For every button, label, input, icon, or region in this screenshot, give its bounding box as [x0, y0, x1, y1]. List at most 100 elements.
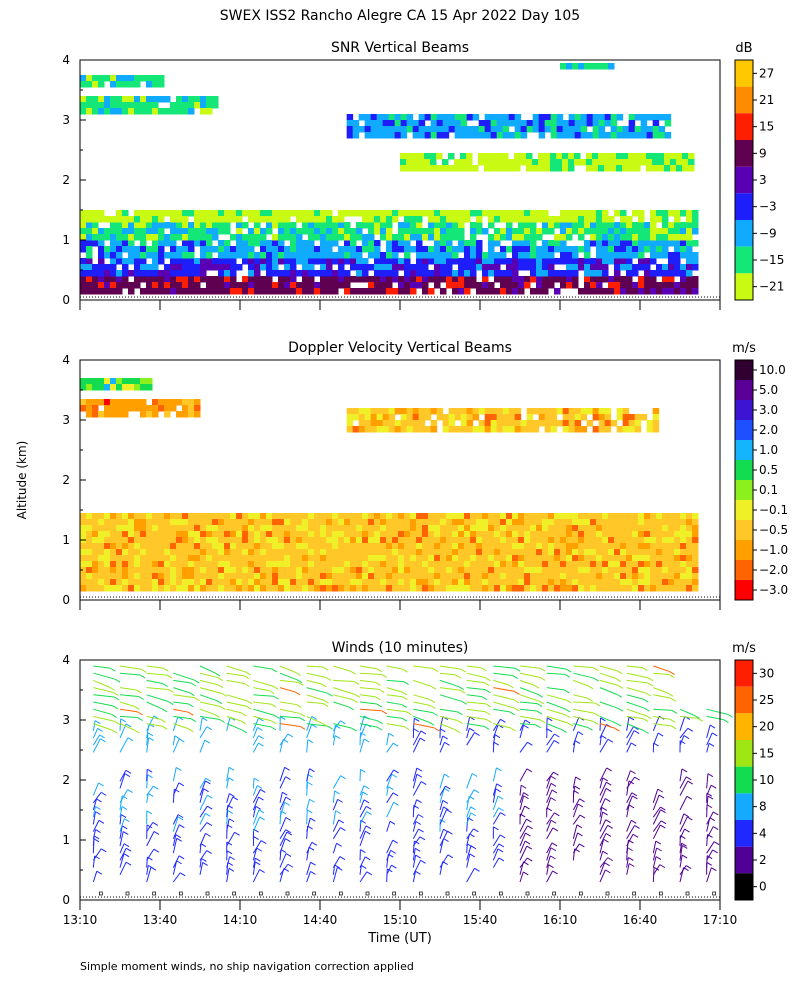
field-cell	[406, 420, 414, 427]
field-cell	[662, 264, 669, 271]
field-cell	[506, 276, 513, 283]
wind-barb	[386, 715, 402, 719]
field-cell	[346, 132, 354, 139]
field-cell	[158, 240, 165, 247]
field-cell	[284, 567, 291, 574]
wind-barb	[146, 672, 168, 676]
field-cell	[224, 282, 231, 289]
field-cell	[572, 264, 579, 271]
field-cell	[308, 579, 315, 586]
field-cell	[218, 246, 225, 253]
wind-barb	[359, 811, 368, 825]
field-cell	[464, 282, 471, 289]
field-cell	[544, 408, 552, 415]
field-cell	[584, 210, 591, 217]
wind-barb	[226, 777, 230, 789]
wind-barb	[412, 781, 422, 796]
wind-barb-flag	[381, 710, 388, 715]
field-cell	[656, 234, 663, 241]
field-cell	[650, 531, 657, 538]
wind-barb-flag	[387, 868, 393, 873]
field-cell	[158, 519, 165, 526]
field-cell	[134, 561, 141, 568]
field-cell	[460, 420, 468, 427]
field-cell	[194, 543, 201, 550]
field-cell	[674, 579, 681, 586]
wind-barb-flag	[350, 670, 356, 675]
field-cell	[362, 573, 369, 580]
field-cell	[194, 288, 201, 295]
field-cell	[626, 240, 633, 247]
field-cell	[266, 525, 273, 532]
field-cell	[98, 531, 105, 538]
field-cell	[440, 549, 447, 556]
field-cell	[536, 264, 543, 271]
wind-barb-flag	[577, 832, 583, 837]
wind-barb-flag	[433, 727, 440, 732]
field-cell	[278, 246, 285, 253]
field-cell	[470, 258, 477, 265]
field-cell	[362, 567, 369, 574]
field-cell	[446, 537, 453, 544]
field-cell	[128, 519, 135, 526]
field-cell	[92, 555, 99, 562]
field-cell	[656, 555, 663, 562]
field-cell	[152, 270, 159, 277]
field-cell	[476, 282, 483, 289]
field-cell	[344, 531, 351, 538]
field-cell	[200, 585, 207, 592]
field-cell	[686, 537, 693, 544]
field-cell	[98, 246, 105, 253]
field-cell	[356, 276, 363, 283]
field-cell	[476, 288, 483, 295]
field-cell	[98, 288, 105, 295]
field-cell	[686, 549, 693, 556]
field-cell	[296, 216, 303, 223]
field-cell	[104, 102, 111, 109]
field-cell	[128, 270, 135, 277]
field-cell	[236, 573, 243, 580]
field-cell	[188, 240, 195, 247]
field-cell	[530, 519, 537, 526]
y-axis-label: Altitude (km)	[15, 441, 29, 520]
field-cell	[284, 549, 291, 556]
field-cell	[550, 153, 557, 160]
field-cell	[652, 420, 660, 427]
field-cell	[512, 555, 519, 562]
field-cell	[296, 252, 303, 259]
field-cell	[542, 210, 549, 217]
field-cell	[104, 288, 111, 295]
field-cell	[674, 210, 681, 217]
field-cell	[128, 96, 135, 103]
field-cell	[542, 246, 549, 253]
wind-barb-flag	[153, 785, 159, 790]
field-cell	[98, 519, 105, 526]
field-cell	[668, 264, 675, 271]
wind-barb-flag	[340, 775, 346, 780]
field-cell	[590, 228, 597, 235]
field-cell	[500, 579, 507, 586]
field-cell	[86, 567, 93, 574]
field-cell	[608, 519, 615, 526]
field-cell	[224, 252, 231, 259]
field-cell	[458, 549, 465, 556]
field-cell	[404, 222, 411, 229]
field-cell	[674, 561, 681, 568]
wind-barb	[439, 774, 445, 789]
x-tick-label: 16:10	[543, 913, 578, 927]
y-tick-label: 4	[62, 353, 70, 367]
wind-barb-flag	[540, 677, 546, 681]
field-cell	[134, 75, 141, 82]
wind-barb-flag	[634, 776, 640, 781]
wind-barb	[519, 679, 535, 686]
field-cell	[404, 537, 411, 544]
field-cell	[500, 288, 507, 295]
field-cell	[496, 420, 504, 427]
field-cell	[608, 567, 615, 574]
wind-barb-flag	[200, 843, 207, 848]
field-cell	[608, 258, 615, 265]
wind-barb-flag	[593, 667, 599, 672]
field-cell	[484, 132, 492, 139]
wind-barb-flag	[258, 809, 265, 814]
field-cell	[224, 222, 231, 229]
